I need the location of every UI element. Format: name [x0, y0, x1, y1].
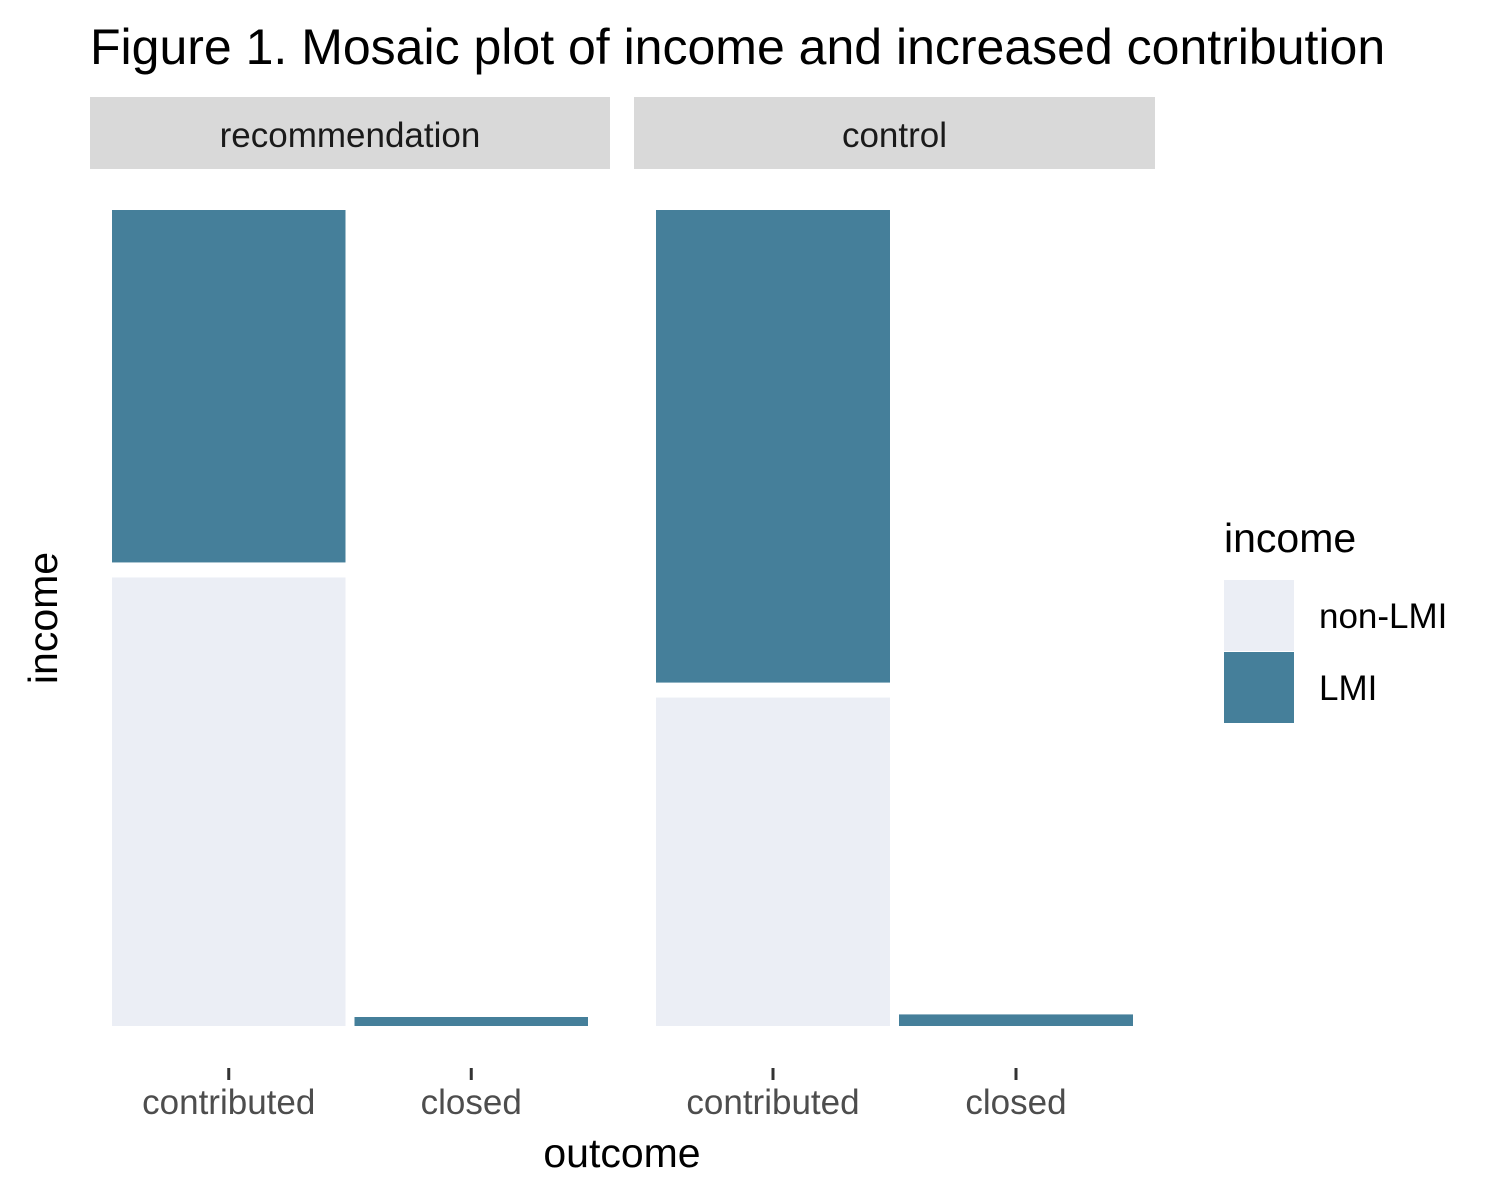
legend-label: non-LMI [1319, 597, 1447, 636]
mosaic-cell-closed-LMI [354, 1017, 588, 1026]
facet-strip-label: control [842, 116, 947, 155]
x-axis-title: outcome [543, 1130, 700, 1176]
panel-control: control contributed closed [634, 97, 1155, 1122]
legend-label: LMI [1319, 669, 1377, 708]
x-tick-label: contributed [142, 1083, 315, 1122]
mosaic-cell-contributed-LMI [656, 210, 890, 683]
legend-key-LMI [1224, 652, 1294, 723]
legend: income non-LMI LMI [1224, 515, 1447, 723]
facet-strip [90, 97, 610, 169]
y-axis-title: income [20, 552, 66, 684]
mosaic-cell-contributed-non-LMI [112, 577, 346, 1026]
legend-key-non-LMI [1224, 580, 1294, 651]
mosaic-cell-closed-LMI [899, 1014, 1133, 1026]
chart-title: Figure 1. Mosaic plot of income and incr… [90, 19, 1385, 75]
x-tick-label: contributed [686, 1083, 859, 1122]
x-tick-label: closed [965, 1083, 1066, 1122]
facet-strip-label: recommendation [220, 116, 481, 155]
panel-recommendation: recommendation contributed closed [90, 97, 610, 1122]
legend-title: income [1224, 515, 1356, 561]
mosaic-cell-contributed-LMI [112, 210, 346, 563]
mosaic-cell-contributed-non-LMI [656, 697, 890, 1026]
facet-strip [634, 97, 1155, 169]
x-tick-label: closed [421, 1083, 522, 1122]
